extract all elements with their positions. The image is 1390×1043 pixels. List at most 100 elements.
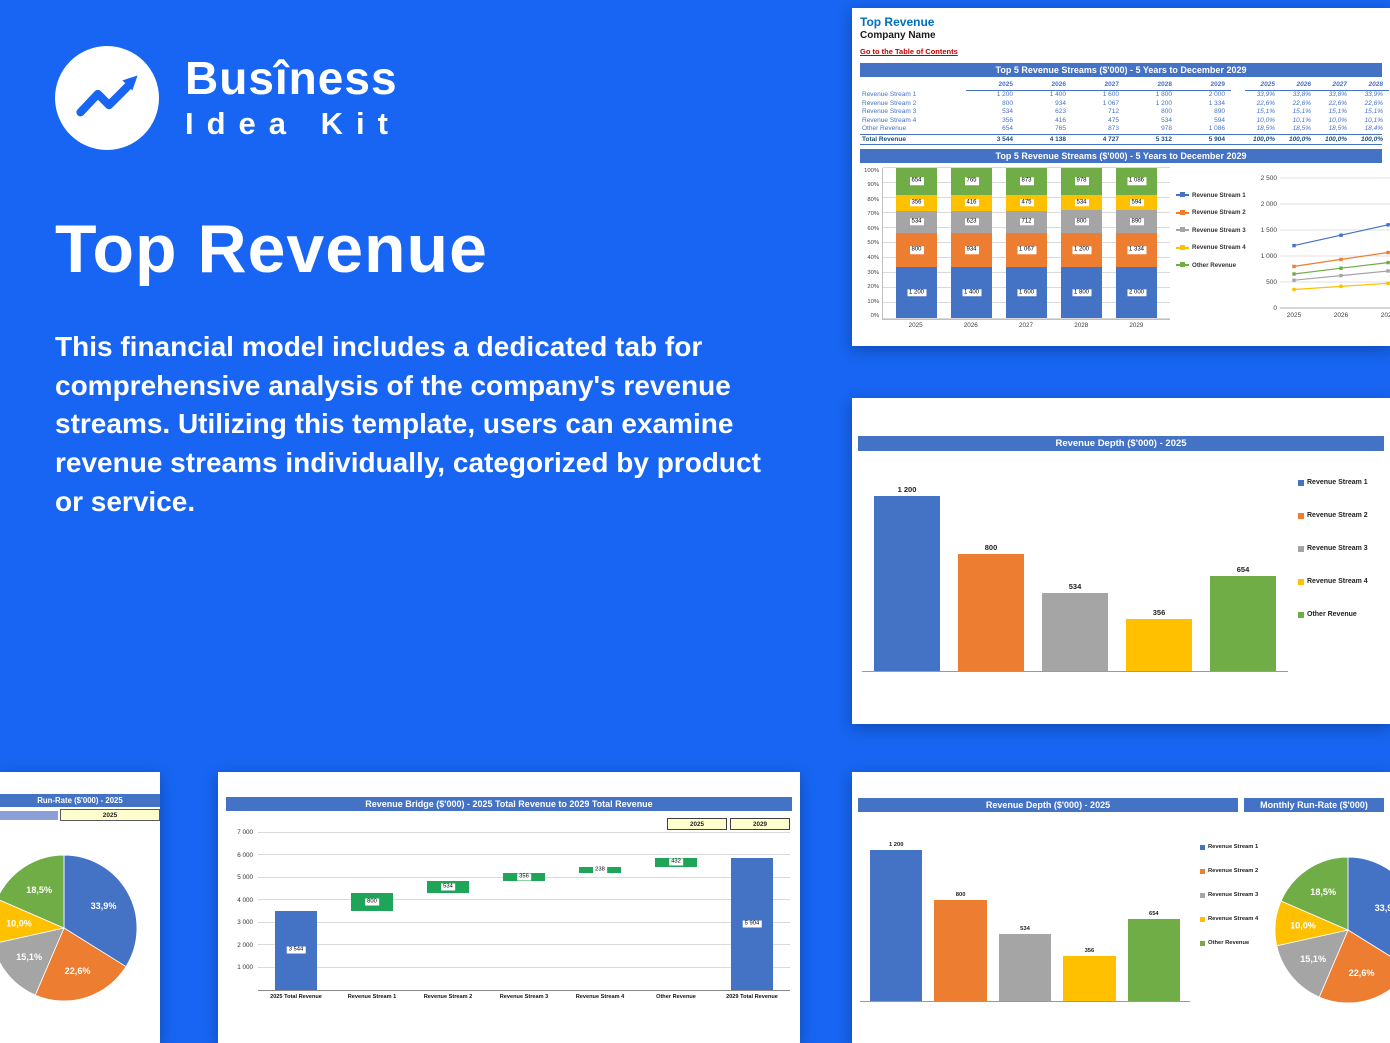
year-slicer-chip[interactable]: 2025 (60, 809, 160, 821)
y-tick: 1 500 (1260, 227, 1277, 234)
slicer-chip-2029[interactable]: 2029 (730, 818, 790, 830)
stack-segment: 1 067 (1006, 233, 1047, 268)
y-tick: 0% (870, 313, 879, 320)
value-cell: 1 334 (1208, 99, 1225, 107)
pct-cell: 18,4% (1364, 125, 1383, 132)
pie-label: 10,0% (6, 919, 32, 929)
pie-label: 15,1% (16, 952, 42, 962)
x-tick: 2029 Total Revenue (726, 994, 778, 1000)
legend-label: Revenue Stream 4 (1208, 916, 1259, 922)
brand-logo (55, 46, 159, 150)
marker (1338, 266, 1343, 270)
pct-cell: 18,5% (1328, 125, 1347, 132)
stacked-legend: Revenue Stream 1 Revenue Stream 2 Revenue … (1170, 168, 1246, 342)
bar-value-label: 356 (1152, 608, 1166, 618)
y-tick: 5 000 (237, 874, 253, 882)
run-rate-pie-chart: 33,9% 22,6% 15,1% 10,0% 18,5% (0, 854, 138, 1002)
segment-label: 475 (1019, 199, 1034, 207)
legend-label: Other Revenue (1208, 940, 1250, 946)
row-label: Revenue Stream 4 (862, 116, 917, 124)
marker (1291, 243, 1296, 247)
pct-cell: 10,0% (1256, 116, 1275, 124)
brand-name-line1: Busîness (185, 52, 398, 105)
table-row: Revenue Stream 2 800 934 1 067 1 200 1 334 22,… (860, 99, 1383, 109)
legend-label: Revenue Stream 2 (1192, 209, 1246, 216)
duo-depth-title-bar: Revenue Depth ($'000) - 2025 (858, 798, 1238, 812)
pct-cell: 10,1% (1364, 116, 1383, 124)
bar-column: 534 (998, 832, 1052, 1001)
segment-label: 1 800 (1071, 289, 1092, 297)
x-tick: 2028 (1074, 321, 1089, 329)
table-title-bar: Top 5 Revenue Streams ($'000) - 5 Years … (860, 63, 1382, 77)
segment-label: 873 (1019, 177, 1034, 186)
segment-label: 765 (964, 177, 979, 186)
bar-value-label: 534 (441, 883, 455, 891)
stacked-column: 1 086 594 890 1 334 2 000 (1116, 167, 1157, 319)
bar (1126, 619, 1192, 671)
pie-slice (0, 854, 65, 929)
table-row: Revenue Stream 1 1 200 1 400 1 600 1 800 2 00… (860, 91, 1383, 100)
bar: 5 904 (730, 857, 774, 990)
pct-cell: 100,0% (1360, 135, 1383, 143)
legend-label: Other Revenue (1307, 611, 1357, 618)
value-cell: 1 400 (1049, 91, 1066, 98)
marker (1385, 268, 1390, 273)
duo-runrate-title-bar: Monthly Run-Rate ($'000) (1244, 798, 1384, 812)
bar-column: 654 (1210, 467, 1276, 671)
hero-title: Top Revenue (55, 211, 488, 287)
waterfall-column: 238 (562, 833, 638, 990)
value-cell: 1 200 (996, 91, 1013, 98)
x-tick: 2027 (1019, 321, 1034, 329)
toc-link[interactable]: Go to the Table of Contents (860, 47, 958, 56)
x-tick: Revenue Stream 1 (347, 994, 397, 1000)
legend-marker (1176, 244, 1189, 250)
bar-value-label: 800 (955, 892, 966, 899)
pie-label: 22,6% (65, 966, 91, 976)
y-tick: 70% (867, 211, 879, 218)
x-tick: Revenue Stream 2 (423, 994, 473, 1000)
segment-label: 934 (964, 246, 979, 255)
stack-segment: 1 600 (1006, 267, 1047, 319)
panel-revenue-bridge: Revenue Bridge ($'000) - 2025 Total Reve… (218, 772, 800, 1043)
combo-chart-area: 100% 90% 80% 70% 60% 50% 40% 30% 20% 10% 0% 654 356… (860, 166, 1390, 342)
trend-arrow-icon (76, 75, 138, 117)
legend-item: Revenue Stream 4 (1176, 244, 1246, 251)
x-tick: 2025 (1286, 312, 1301, 319)
y-tick: 3 000 (237, 919, 253, 927)
value-cell: 4 138 (1049, 135, 1066, 143)
stack-segment: 416 (951, 195, 992, 211)
gridline (258, 921, 790, 923)
depth-legend: Revenue Stream 1 Revenue Stream 2 Revenue … (1288, 467, 1380, 672)
company-name: Company Name (860, 30, 936, 41)
stack-segment: 873 (1006, 167, 1047, 196)
pie-slice (34, 927, 127, 1002)
legend-swatch (1200, 844, 1205, 850)
value-cell: 623 (1055, 108, 1066, 115)
marker (1291, 264, 1296, 268)
bar-value-label: 800 (984, 543, 998, 553)
pct-cell: 33,8% (1292, 91, 1311, 98)
bridge-chart: 7 000 6 000 5 000 4 000 3 000 2 000 1 000 3 54… (228, 829, 790, 991)
pct-cell: 10,1% (1292, 116, 1311, 124)
bar (870, 849, 923, 1001)
legend-swatch (1298, 479, 1304, 486)
bar: 432 (654, 857, 698, 868)
stacked-bar-chart: 100% 90% 80% 70% 60% 50% 40% 30% 20% 10% 0% 654 356… (860, 166, 1170, 342)
value-cell: 416 (1055, 116, 1066, 124)
segment-label: 534 (909, 218, 924, 226)
x-tick: 2025 (908, 321, 923, 329)
slicer-chip-2025[interactable]: 2025 (667, 818, 727, 830)
y-tick: 1 000 (237, 964, 253, 972)
y-tick: 30% (867, 269, 879, 276)
segment-label: 1 200 (906, 289, 927, 297)
pct-cell: 15,1% (1364, 108, 1383, 115)
bar-value-label: 3 544 (286, 946, 306, 954)
legend-marker (1176, 262, 1189, 268)
monthly-run-rate-pie-chart: 33,9% 22,6% 15,1% 10,0% 18,5% (1274, 856, 1390, 1004)
pct-cell: 100,0% (1252, 135, 1275, 143)
legend-label: Revenue Stream 4 (1192, 244, 1246, 251)
legend-marker (1176, 192, 1189, 198)
marker (1385, 281, 1390, 285)
stack-segment: 934 (951, 233, 992, 268)
legend-item: Revenue Stream 2 (1298, 512, 1380, 519)
